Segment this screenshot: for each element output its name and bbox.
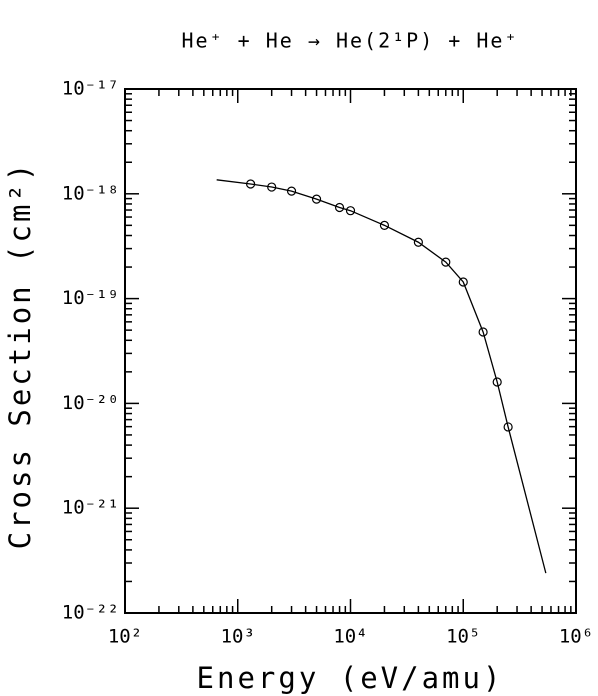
y-tick-label: 10⁻¹⁹ (62, 287, 119, 309)
data-point (492, 377, 502, 387)
data-point (345, 206, 356, 216)
y-tick-label: 10⁻²⁰ (62, 392, 119, 414)
chart-title: He⁺ + He → He(2¹P) + He⁺ (182, 29, 519, 53)
x-tick-label: 10⁵ (446, 626, 480, 648)
y-tick-label: 10⁻²² (62, 602, 119, 624)
x-tick-label: 10⁶ (559, 626, 593, 648)
y-tick-label: 10⁻²¹ (62, 497, 119, 519)
data-point (286, 186, 297, 196)
data-point (478, 327, 488, 337)
x-tick-label: 10³ (221, 626, 255, 648)
y-tick-label: 10⁻¹⁷ (62, 78, 119, 100)
y-axis-label: Cross Section (cm²) (3, 161, 37, 550)
x-tick-label: 10² (108, 626, 142, 648)
y-tick-label: 10⁻¹⁸ (62, 182, 119, 204)
fit-line (216, 179, 547, 574)
data-point (379, 220, 390, 230)
x-axis-label: Energy (eV/amu) (197, 661, 504, 695)
plot-frame (124, 88, 577, 614)
data-point (334, 202, 345, 213)
data-point (503, 422, 513, 432)
data-point (311, 194, 322, 204)
data-point (245, 179, 256, 189)
x-tick-label: 10⁴ (333, 626, 367, 648)
data-point (441, 257, 451, 267)
data-point (267, 182, 277, 192)
data-point (413, 237, 423, 247)
data-point (458, 277, 468, 287)
